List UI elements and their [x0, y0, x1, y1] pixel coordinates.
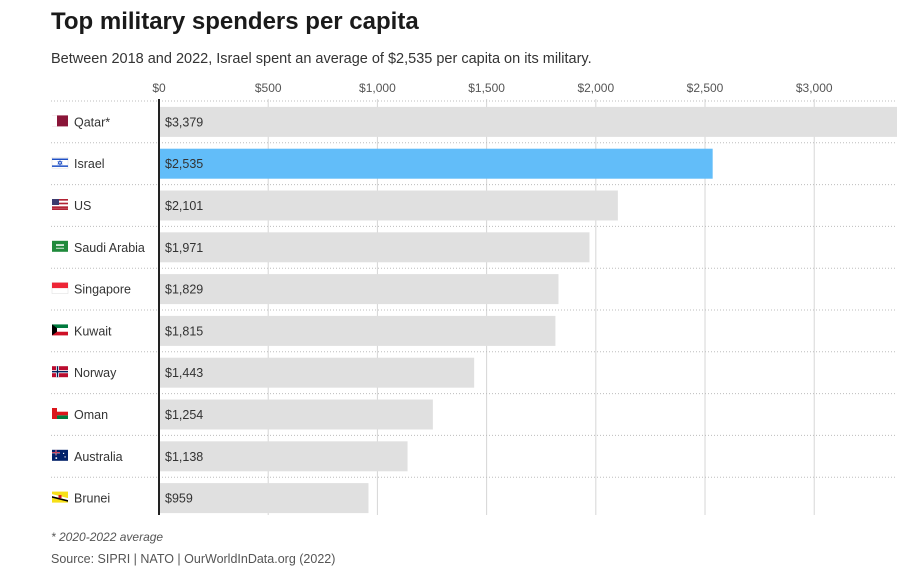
bar-chart: $0 $500 $1,000 $1,500 $2,000 $2,500 $3,000 $3,3…	[51, 81, 897, 515]
category-label: Kuwait	[74, 324, 112, 338]
bar-brunei	[159, 483, 369, 514]
chart-title: Top military spenders per capita	[51, 8, 419, 35]
category-label: US	[74, 199, 91, 213]
qatar-flag-icon	[52, 115, 68, 127]
source-note: Source: SIPRI | NATO | OurWorldInData.or…	[51, 552, 336, 566]
bar-value-label: $1,829	[165, 283, 203, 297]
bar-saudi-arabia	[159, 232, 590, 263]
category-label: Australia	[74, 450, 123, 464]
bar-israel	[159, 148, 713, 179]
category-label: Brunei	[74, 492, 110, 506]
category-label: Norway	[74, 366, 117, 380]
tick-label: $2,000	[577, 81, 614, 95]
australia-flag-icon	[52, 449, 68, 461]
singapore-flag-icon	[51, 282, 69, 294]
israel-flag-icon	[51, 156, 69, 169]
tick-label: $2,500	[687, 81, 724, 95]
bar-qatar	[159, 106, 897, 137]
bar-value-label: $1,443	[165, 366, 203, 380]
category-label: Israel	[74, 157, 105, 171]
tick-label: $3,000	[796, 81, 833, 95]
tick-label: $1,000	[359, 81, 396, 95]
bar-value-label: $1,138	[165, 450, 203, 464]
bar-value-label: $1,254	[165, 408, 203, 422]
chart-subtitle: Between 2018 and 2022, Israel spent an a…	[51, 51, 592, 67]
category-label: Singapore	[74, 283, 131, 297]
bar-value-label: $1,815	[165, 324, 203, 338]
brunei-flag-icon	[52, 491, 68, 503]
saudi-arabia-flag-icon	[52, 240, 68, 252]
category-label: Qatar*	[74, 115, 110, 129]
norway-flag-icon	[52, 366, 68, 378]
bar-value-label: $2,535	[165, 157, 203, 171]
bar-australia	[159, 441, 408, 472]
bar-value-label: $3,379	[165, 115, 203, 129]
us-flag-icon	[52, 199, 68, 210]
bar-kuwait	[159, 315, 556, 346]
bar-us	[159, 190, 618, 221]
bar-value-label: $1,971	[165, 241, 203, 255]
bar-norway	[159, 357, 475, 388]
oman-flag-icon	[52, 408, 68, 419]
footnote: * 2020-2022 average	[51, 530, 164, 544]
tick-label: $0	[152, 81, 166, 95]
category-label: Oman	[74, 408, 108, 422]
bar-singapore	[159, 274, 559, 305]
kuwait-flag-icon	[52, 324, 68, 336]
bar-oman	[159, 399, 433, 430]
category-label: Saudi Arabia	[74, 241, 145, 255]
tick-label: $1,500	[468, 81, 505, 95]
bar-value-label: $2,101	[165, 199, 203, 213]
bar-value-label: $959	[165, 492, 193, 506]
tick-label: $500	[255, 81, 282, 95]
